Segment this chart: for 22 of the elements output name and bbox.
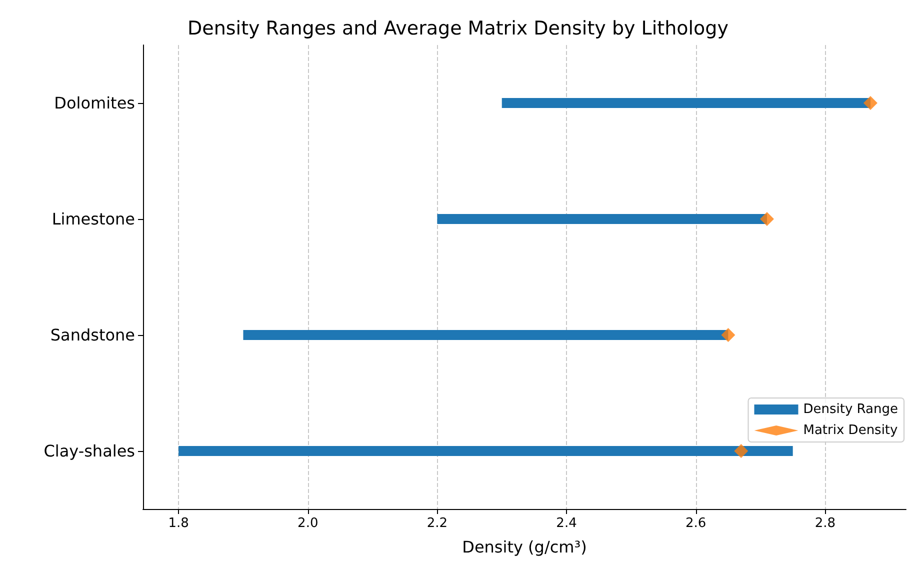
x-tick-label: 2.8 [814,516,836,531]
bar [178,446,793,456]
bar [243,330,728,340]
point [721,328,736,342]
x-tick-label: 2.2 [426,516,448,531]
x-tick-label: 2.6 [686,516,706,531]
legend-label: Matrix Density [803,423,898,438]
bar [437,214,767,224]
x-axis-title: Density (g/cm³) [462,538,587,556]
y-tick-label: Clay-shales [44,442,135,460]
y-tick-label: Sandstone [50,326,135,344]
chart-title: Density Ranges and Average Matrix Density by Lithology [188,18,728,40]
x-tick-label: 2.4 [556,516,577,531]
x-tick-label: 2.0 [298,516,318,531]
legend-label: Density Range [803,402,898,417]
y-tick-label: Limestone [52,210,135,228]
y-tick-label: Dolomites [54,94,135,112]
point [760,212,774,226]
point [863,96,878,110]
x-tick-label: 1.8 [168,516,189,531]
point [734,444,748,458]
bar [502,98,870,108]
